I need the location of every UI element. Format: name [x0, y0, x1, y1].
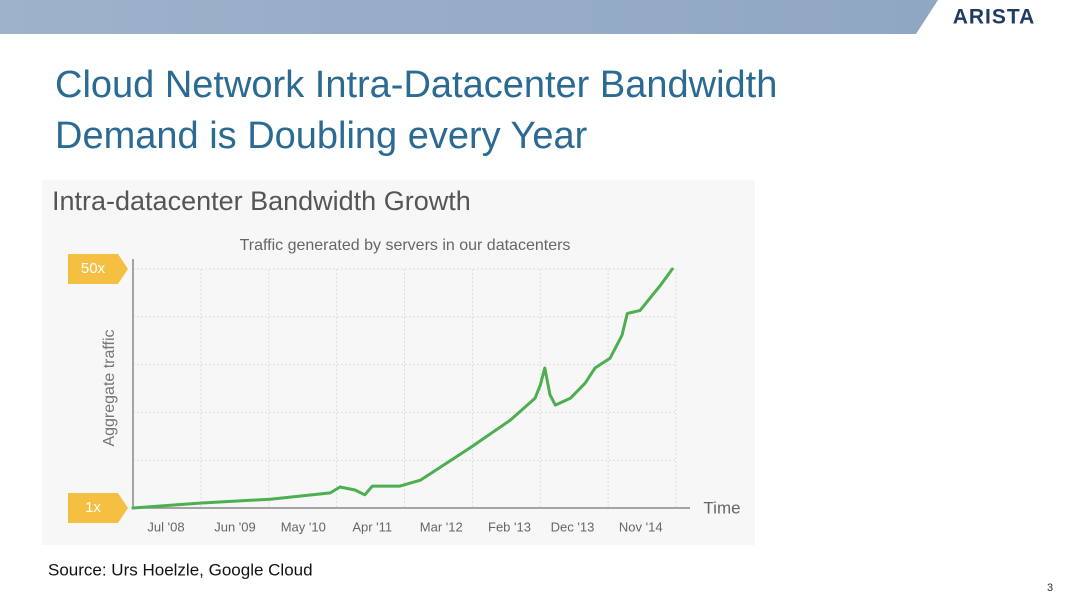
y-tick-label: 1x — [85, 499, 101, 516]
logo: ARISTA — [953, 6, 1036, 29]
y-axis-label: Aggregate traffic — [101, 329, 118, 446]
data-line — [131, 267, 674, 510]
source: Source: Urs Hoelzle, Google Cloud — [48, 560, 313, 579]
x-tick-label: Feb '13 — [488, 519, 531, 534]
chart-title: Intra-datacenter Bandwidth Growth — [52, 186, 471, 216]
page-number: 3 — [1047, 582, 1053, 594]
x-tick-label: Jul '08 — [147, 519, 184, 534]
logo-area — [916, 0, 1080, 34]
x-tick-label: Apr '11 — [352, 519, 392, 534]
chart-subtitle: Traffic generated by servers in our data… — [240, 237, 571, 254]
y-tick-box — [68, 493, 128, 523]
x-tick-label: May '10 — [281, 519, 326, 534]
x-tick-label: Mar '12 — [420, 519, 463, 534]
x-axis-label: Time — [703, 498, 740, 517]
y-tick-box — [68, 254, 128, 284]
x-tick-label: Nov '14 — [619, 519, 663, 534]
slide-title: Cloud Network Intra-Datacenter Bandwidth — [55, 64, 777, 106]
chart-panel — [42, 180, 755, 545]
header-bar — [0, 0, 1080, 34]
x-tick-label: Jun '09 — [214, 519, 256, 534]
x-tick-label: Dec '13 — [551, 519, 595, 534]
y-tick-label: 50x — [81, 260, 106, 277]
slide-title: Demand is Doubling every Year — [55, 115, 588, 157]
